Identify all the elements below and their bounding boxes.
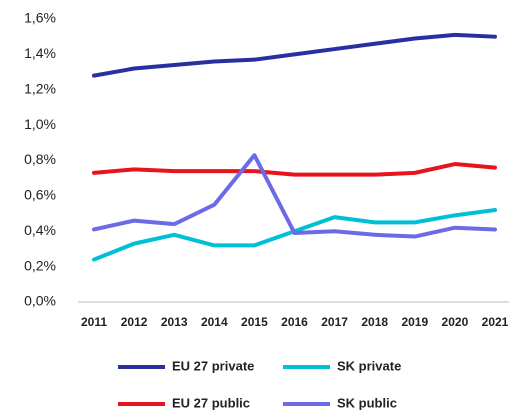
legend-label: EU 27 private (172, 358, 254, 373)
x-tick-label: 2019 (401, 315, 428, 329)
legend-label: SK public (337, 395, 397, 410)
x-tick-label: 2017 (321, 315, 348, 329)
y-tick-label: 0,4% (24, 222, 56, 238)
x-tick-label: 2015 (241, 315, 268, 329)
series-line (92, 32, 497, 78)
y-tick-label: 1,6% (24, 10, 56, 26)
series-line (92, 153, 497, 239)
x-tick-label: 2011 (81, 315, 107, 329)
legend-label: SK private (337, 358, 401, 373)
legend-label: EU 27 public (172, 395, 250, 410)
y-tick-label: 0,0% (24, 293, 56, 309)
y-tick-label: 0,2% (24, 257, 56, 273)
x-tick-label: 2013 (161, 315, 188, 329)
series-line (92, 162, 497, 177)
x-tick-label: 2012 (121, 315, 148, 329)
x-tick-label: 2018 (361, 315, 388, 329)
x-tick-label: 2021 (482, 315, 509, 329)
y-tick-label: 1,0% (24, 116, 56, 132)
y-tick-label: 0,6% (24, 187, 56, 203)
y-tick-label: 1,2% (24, 80, 56, 96)
x-tick-label: 2016 (281, 315, 308, 329)
y-tick-label: 1,4% (24, 45, 56, 61)
y-tick-label: 0,8% (24, 151, 56, 167)
x-tick-label: 2020 (442, 315, 469, 329)
x-tick-label: 2014 (201, 315, 228, 329)
